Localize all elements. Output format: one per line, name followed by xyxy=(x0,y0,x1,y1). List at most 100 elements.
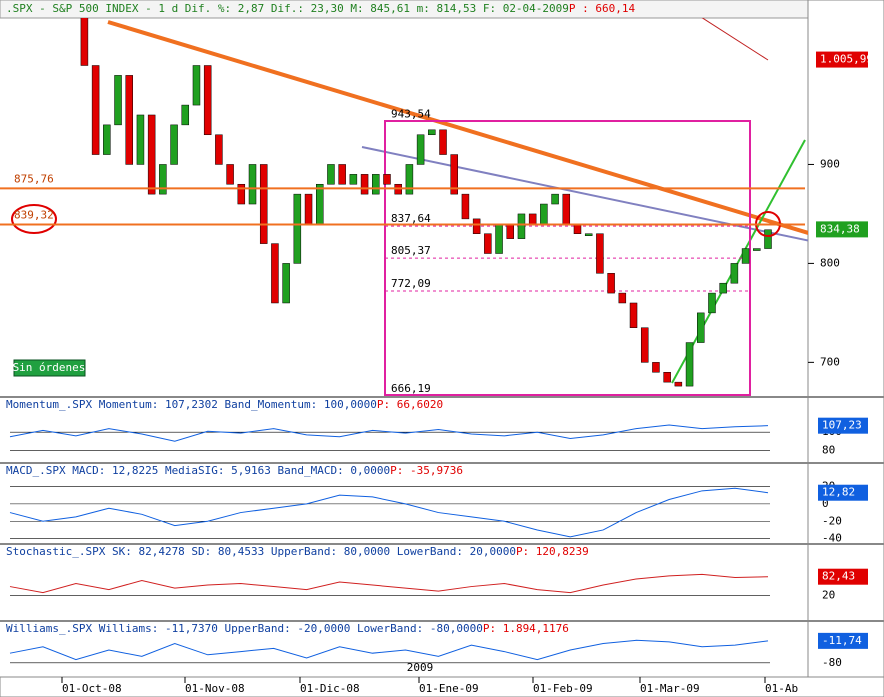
indicator-title: P: 66,6020 xyxy=(377,398,443,411)
candle xyxy=(730,263,739,284)
candle xyxy=(91,65,100,155)
candle xyxy=(405,164,414,195)
candle xyxy=(315,183,324,225)
x-tick-label: 01-Ab xyxy=(765,682,798,695)
indicator-title: Williams_.SPX Williams: -11,7370 UpperBa… xyxy=(6,622,483,635)
price-box xyxy=(816,51,868,68)
candle xyxy=(674,381,683,387)
status-box xyxy=(13,359,86,377)
level-label: 875,76 xyxy=(14,172,54,185)
indicator-title: P: -35,9736 xyxy=(390,464,463,477)
value-box xyxy=(818,632,868,649)
candle xyxy=(741,248,750,264)
candle xyxy=(215,134,223,165)
x-tick-label: 01-Ene-09 xyxy=(419,682,479,695)
y-tick-label: 80 xyxy=(822,443,835,456)
year-label: 2009 xyxy=(407,661,434,674)
candle xyxy=(259,164,268,244)
candle xyxy=(708,292,716,314)
candle xyxy=(697,312,705,343)
header-bar xyxy=(0,0,884,19)
candle xyxy=(540,203,548,225)
candle xyxy=(304,193,313,225)
candle xyxy=(551,193,559,205)
candle xyxy=(159,164,167,195)
candle xyxy=(80,18,89,66)
x-tick-label: 01-Dic-08 xyxy=(300,682,360,695)
candle xyxy=(416,134,425,165)
candle xyxy=(226,164,234,185)
candle xyxy=(495,223,503,254)
candle xyxy=(181,104,190,126)
candle xyxy=(293,193,302,264)
candle xyxy=(383,174,391,185)
fib-label: 837,64 xyxy=(391,212,431,225)
fib-label: 943,54 xyxy=(391,107,431,120)
header-text: P : 660,14 xyxy=(569,2,636,15)
candle xyxy=(640,327,649,363)
candle xyxy=(439,129,447,155)
candle xyxy=(147,114,156,195)
indicator-line xyxy=(9,487,769,538)
candle xyxy=(764,229,772,249)
indicator-title: MACD_.SPX MACD: 12,8225 MediaSIG: 5,9163… xyxy=(6,464,390,477)
indicator-title: Stochastic_.SPX SK: 82,4278 SD: 80,4533 … xyxy=(6,545,516,558)
value-box xyxy=(818,568,868,585)
y-tick-label: 20 xyxy=(822,589,835,602)
candle xyxy=(618,292,627,304)
y-tick-label: -40 xyxy=(822,532,842,545)
trendline xyxy=(671,139,806,384)
y-tick-label: -80 xyxy=(822,656,842,669)
candle xyxy=(428,129,436,136)
candle xyxy=(327,164,335,185)
candle xyxy=(170,124,178,165)
candle xyxy=(562,193,571,225)
y-tick-label: 700 xyxy=(820,355,840,368)
price-axis xyxy=(807,0,884,697)
candle xyxy=(484,233,492,254)
candle xyxy=(114,75,122,126)
price-box-label: 1.005,99 xyxy=(820,53,873,66)
indicator-line xyxy=(9,573,769,594)
candle xyxy=(584,233,593,236)
candle xyxy=(652,362,660,373)
candle xyxy=(472,218,481,234)
candle xyxy=(136,114,145,165)
level-label: 839,32 xyxy=(14,208,54,221)
y-tick-label: 900 xyxy=(820,157,840,170)
indicator-line xyxy=(9,639,769,661)
candle xyxy=(685,342,694,387)
indicator-line xyxy=(9,424,769,442)
value-box-label: -11,74 xyxy=(822,634,862,647)
candle xyxy=(360,174,369,195)
value-box-label: 107,23 xyxy=(822,419,862,432)
price-box xyxy=(816,221,868,238)
y-tick-label: 800 xyxy=(820,256,840,269)
candle xyxy=(349,174,358,185)
indicator-title: P: 1.894,1176 xyxy=(483,622,569,635)
candle xyxy=(629,302,638,328)
candle xyxy=(719,282,727,294)
fib-label: 666,19 xyxy=(391,382,431,395)
candle xyxy=(528,213,537,225)
candle xyxy=(338,164,346,185)
candle xyxy=(103,124,111,155)
x-tick-label: 01-Mar-09 xyxy=(640,682,700,695)
candle xyxy=(506,223,515,239)
trendline xyxy=(701,18,769,61)
candle xyxy=(271,243,279,304)
fib-label: 805,37 xyxy=(391,244,431,257)
candle xyxy=(663,372,671,383)
fib-label: 772,09 xyxy=(391,277,431,290)
x-tick-label: 01-Nov-08 xyxy=(185,682,245,695)
candle xyxy=(517,213,526,239)
x-tick-label: 01-Feb-09 xyxy=(533,682,593,695)
value-box-label: 82,43 xyxy=(822,570,855,583)
indicator-title: P: 120,8239 xyxy=(516,545,589,558)
candle xyxy=(607,273,615,294)
value-box xyxy=(818,417,868,434)
candle xyxy=(237,183,246,205)
